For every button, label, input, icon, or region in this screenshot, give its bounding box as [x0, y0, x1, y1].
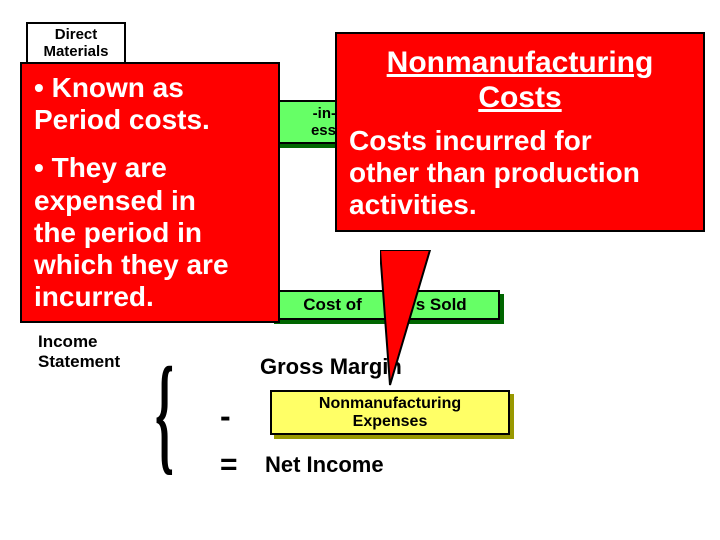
b1-a: Known as: [52, 72, 184, 103]
wip-frag-1: -in-: [313, 105, 336, 122]
cr-body-b: other than production: [349, 157, 640, 188]
cr-body-a: Costs incurred for: [349, 125, 592, 156]
brace-icon: {: [155, 339, 174, 491]
cr-title-2: Costs: [478, 81, 561, 114]
b2-prefix: •: [34, 152, 52, 183]
nonmfg-expenses-box: Nonmanufacturing Expenses: [270, 390, 510, 435]
dm-line1: Direct: [55, 26, 98, 43]
b2-a: They are: [52, 152, 167, 183]
minus-operator: -: [220, 398, 231, 435]
b2-e: incurred.: [34, 281, 154, 312]
inc-stmt-2: Statement: [38, 352, 120, 371]
cogs-left: Cost of: [303, 295, 362, 314]
income-statement-label: Income Statement: [38, 332, 120, 371]
nme-2: Expenses: [353, 413, 428, 430]
wip-frag-2: ess: [311, 122, 336, 139]
b2-c: the period in: [34, 217, 202, 248]
b1-prefix: •: [34, 72, 52, 103]
net-income-label: Net Income: [265, 452, 384, 478]
cr-body-c: activities.: [349, 189, 477, 220]
nme-1: Nonmanufacturing: [319, 395, 461, 412]
callout-nonmfg-costs: Nonmanufacturing Costs Costs incurred fo…: [335, 32, 705, 232]
callout-period-costs: • Known as Period costs. • They are expe…: [20, 62, 280, 323]
equals-operator: =: [220, 448, 238, 482]
callout-right-title: Nonmanufacturing Costs: [349, 46, 691, 115]
pointer-icon: [380, 250, 440, 390]
callout-right-pointer: [380, 250, 440, 395]
callout-left-bullet2: • They are expensed in the period in whi…: [34, 152, 266, 313]
callout-right-body: Costs incurred for other than production…: [349, 125, 691, 222]
direct-materials-box: Direct Materials: [26, 22, 126, 65]
inc-stmt-1: Income: [38, 332, 98, 351]
b1-b: Period costs.: [34, 104, 210, 135]
cr-title-1: Nonmanufacturing: [387, 46, 654, 79]
b2-b: expensed in: [34, 185, 196, 216]
dm-line2: Materials: [43, 43, 108, 60]
b2-d: which they are: [34, 249, 229, 280]
callout-left-bullet1: • Known as Period costs.: [34, 72, 266, 136]
